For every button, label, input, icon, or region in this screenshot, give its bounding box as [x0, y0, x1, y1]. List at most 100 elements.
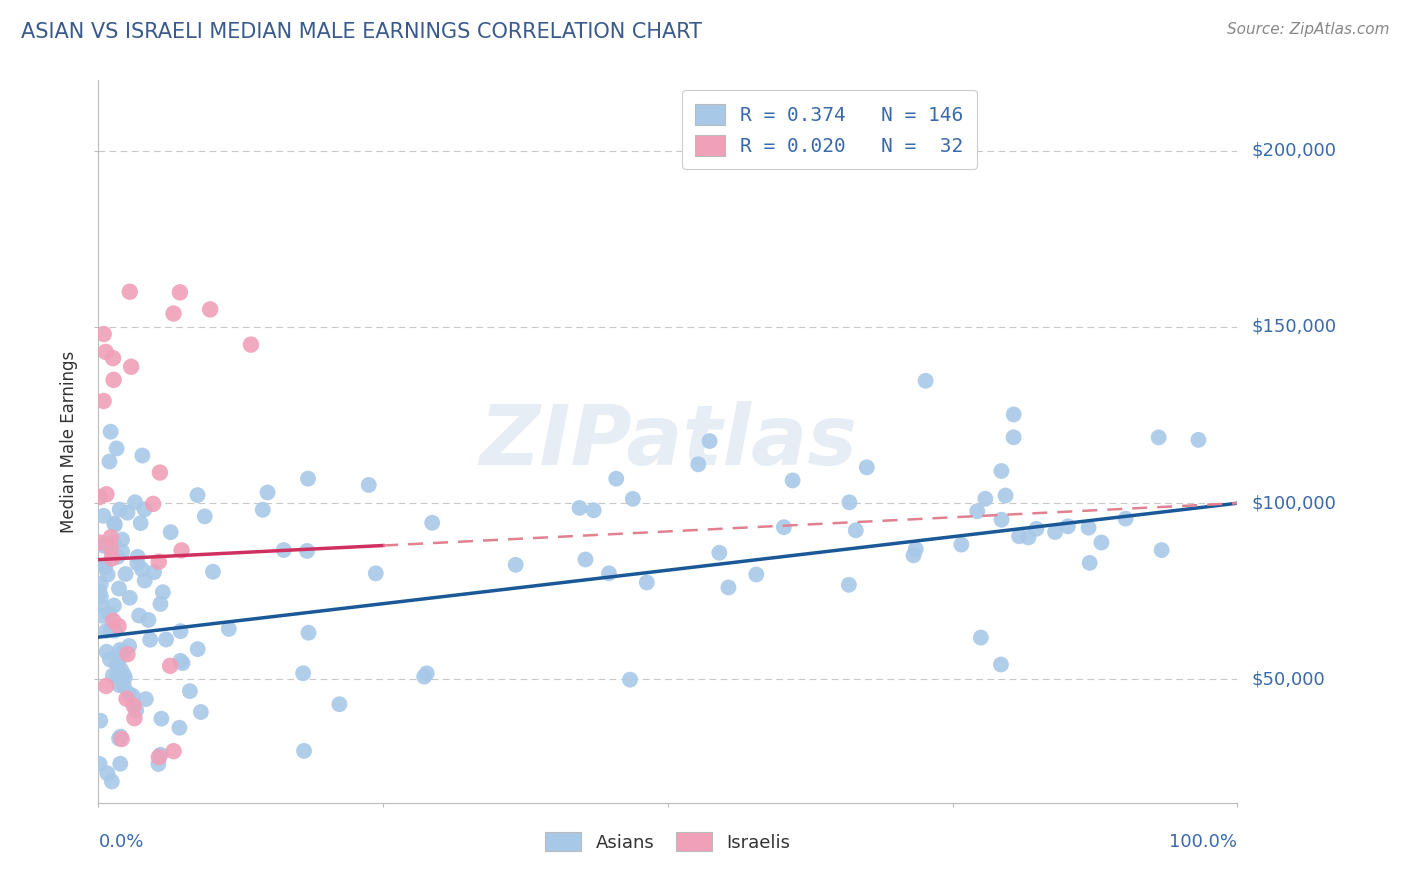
Point: [89, 756, 111, 771]
Point: [103, 373, 125, 387]
Point: [273, 543, 295, 558]
Point: [94, 345, 117, 359]
Point: [143, 565, 166, 579]
Point: [111, 533, 134, 547]
Point: [115, 691, 138, 706]
Point: [1077, 521, 1099, 535]
Point: [239, 337, 262, 351]
Point: [108, 731, 131, 746]
Point: [101, 351, 124, 366]
Point: [198, 302, 221, 317]
Point: [90, 599, 112, 614]
Point: [256, 485, 278, 500]
Point: [990, 657, 1012, 672]
Point: [568, 500, 591, 515]
Point: [131, 449, 153, 463]
Point: [1115, 511, 1137, 525]
Point: [110, 730, 132, 744]
Point: [328, 697, 350, 711]
Point: [688, 458, 710, 472]
Point: [127, 549, 149, 564]
Point: [89, 584, 111, 599]
Point: [111, 545, 134, 559]
Point: [169, 285, 191, 300]
Point: [292, 666, 315, 681]
Point: [155, 632, 177, 647]
Point: [97, 567, 120, 582]
Point: [970, 631, 993, 645]
Point: [96, 624, 118, 638]
Point: [1002, 408, 1025, 422]
Point: [122, 698, 145, 713]
Point: [252, 502, 274, 516]
Point: [110, 669, 132, 683]
Point: [103, 599, 125, 613]
Point: [187, 642, 209, 657]
Point: [90, 577, 112, 591]
Text: $100,000: $100,000: [1251, 494, 1336, 512]
Point: [1008, 529, 1031, 543]
Point: [994, 489, 1017, 503]
Point: [142, 497, 165, 511]
Point: [169, 624, 191, 639]
Text: 0.0%: 0.0%: [98, 833, 143, 851]
Point: [297, 472, 319, 486]
Point: [134, 574, 156, 588]
Point: [505, 558, 527, 572]
Point: [117, 506, 139, 520]
Point: [855, 460, 877, 475]
Point: [93, 394, 115, 409]
Point: [111, 732, 134, 747]
Point: [201, 565, 224, 579]
Point: [194, 509, 217, 524]
Point: [118, 591, 141, 605]
Point: [420, 516, 443, 530]
Legend: Asians, Israelis: Asians, Israelis: [538, 824, 797, 859]
Point: [974, 491, 997, 506]
Point: [1090, 535, 1112, 549]
Point: [139, 632, 162, 647]
Point: [150, 712, 173, 726]
Point: [112, 668, 135, 682]
Point: [100, 622, 122, 636]
Point: [103, 516, 125, 531]
Point: [148, 555, 170, 569]
Point: [128, 608, 150, 623]
Point: [127, 556, 149, 570]
Point: [91, 539, 114, 553]
Point: [98, 652, 121, 666]
Point: [1147, 430, 1170, 444]
Point: [619, 673, 641, 687]
Text: $150,000: $150,000: [1251, 318, 1336, 336]
Point: [112, 644, 135, 658]
Point: [100, 541, 122, 555]
Point: [1187, 433, 1209, 447]
Point: [129, 516, 152, 530]
Point: [105, 658, 128, 673]
Point: [110, 756, 132, 771]
Point: [149, 466, 172, 480]
Point: [838, 578, 860, 592]
Point: [950, 538, 973, 552]
Point: [782, 474, 804, 488]
Point: [107, 655, 129, 669]
Point: [364, 566, 387, 581]
Text: ASIAN VS ISRAELI MEDIAN MALE EARNINGS CORRELATION CHART: ASIAN VS ISRAELI MEDIAN MALE EARNINGS CO…: [21, 22, 702, 42]
Text: Source: ZipAtlas.com: Source: ZipAtlas.com: [1226, 22, 1389, 37]
Point: [179, 684, 201, 698]
Point: [574, 552, 596, 566]
Point: [845, 523, 868, 537]
Point: [131, 562, 153, 576]
Point: [89, 714, 111, 728]
Text: ZIPatlas: ZIPatlas: [479, 401, 856, 482]
Y-axis label: Median Male Earnings: Median Male Earnings: [60, 351, 79, 533]
Point: [112, 679, 135, 693]
Point: [96, 487, 118, 501]
Point: [709, 546, 731, 560]
Point: [118, 687, 141, 701]
Point: [98, 607, 121, 621]
Point: [118, 639, 141, 653]
Point: [295, 544, 318, 558]
Point: [172, 656, 194, 670]
Point: [170, 543, 193, 558]
